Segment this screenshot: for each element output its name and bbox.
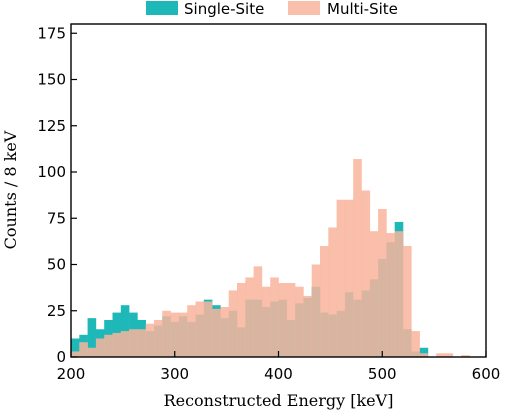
x-tick-label: 400	[264, 365, 293, 383]
x-tick-label: 300	[160, 365, 189, 383]
bar-multi-site-24	[270, 277, 279, 357]
y-axis: 0 25 50 75 100 125 150 175	[37, 24, 77, 366]
bar-multi-site-33	[344, 199, 354, 357]
series-multi-site	[71, 159, 470, 357]
legend: Single-Site Multi-Site	[146, 0, 398, 18]
y-tick-label: 125	[37, 117, 66, 135]
bar-multi-site-44	[436, 353, 445, 357]
bar-multi-site-6	[120, 331, 130, 357]
bar-multi-site-25	[278, 283, 288, 357]
legend-label-single-site: Single-Site	[184, 0, 264, 18]
bar-multi-site-1	[79, 342, 88, 357]
bar-multi-site-39	[394, 231, 404, 357]
bar-multi-site-17	[212, 308, 221, 357]
legend-swatch-multi-site	[288, 1, 320, 15]
bar-multi-site-19	[228, 290, 238, 357]
bar-multi-site-27	[295, 286, 304, 357]
bar-single-site-0	[71, 338, 80, 357]
bar-multi-site-2	[87, 347, 97, 357]
bar-multi-site-35	[361, 190, 371, 357]
y-tick-label: 50	[47, 256, 66, 274]
bar-multi-site-15	[195, 301, 205, 357]
bar-multi-site-22	[253, 266, 263, 357]
legend-swatch-single-site	[146, 1, 178, 15]
bar-multi-site-8	[137, 329, 146, 357]
bar-multi-site-9	[145, 323, 155, 357]
bar-single-site-42	[419, 347, 429, 357]
y-tick-label: 25	[47, 302, 66, 320]
bar-multi-site-14	[187, 305, 196, 357]
y-tick-label: 150	[37, 71, 66, 89]
bar-multi-site-0	[71, 351, 80, 357]
plot-area	[71, 159, 470, 357]
bar-multi-site-37	[378, 209, 387, 357]
bar-multi-site-47	[461, 355, 470, 357]
y-tick-label: 100	[37, 163, 66, 181]
x-tick-label: 600	[472, 365, 501, 383]
bar-multi-site-10	[154, 320, 163, 357]
bar-multi-site-12	[170, 312, 180, 357]
bar-multi-site-21	[245, 277, 254, 357]
bar-multi-site-18	[220, 307, 229, 357]
bar-multi-site-31	[328, 227, 337, 357]
bar-multi-site-4	[104, 334, 113, 357]
y-tick-label: 75	[47, 209, 66, 227]
bar-multi-site-7	[129, 329, 138, 357]
bar-multi-site-45	[444, 353, 454, 357]
bar-multi-site-34	[353, 159, 362, 357]
y-tick-label: 175	[37, 24, 66, 42]
bar-multi-site-11	[162, 310, 171, 357]
x-tick-label: 500	[368, 365, 397, 383]
bar-multi-site-23	[261, 286, 271, 357]
bar-multi-site-29	[311, 264, 321, 357]
x-axis-label: Reconstructed Energy [keV]	[164, 391, 394, 410]
bar-multi-site-32	[336, 199, 346, 357]
bar-multi-site-42	[419, 353, 429, 357]
bar-multi-site-26	[286, 283, 296, 357]
legend-label-multi-site: Multi-Site	[327, 0, 398, 18]
bar-multi-site-41	[411, 331, 420, 357]
bar-multi-site-3	[95, 338, 105, 357]
bar-multi-site-16	[203, 301, 213, 357]
x-axis: 200 300 400 500 600	[57, 351, 501, 383]
x-tick-label: 200	[57, 365, 86, 383]
bar-multi-site-36	[369, 231, 379, 357]
y-axis-label: Counts / 8 keV	[1, 130, 20, 249]
bar-multi-site-13	[178, 312, 188, 357]
bar-multi-site-38	[386, 233, 395, 357]
bar-multi-site-28	[303, 295, 312, 357]
bar-multi-site-40	[403, 246, 412, 357]
bar-multi-site-20	[237, 283, 246, 357]
y-tick-label: 0	[56, 348, 66, 366]
bar-multi-site-5	[112, 332, 122, 357]
bar-single-site-2	[87, 318, 97, 357]
bar-multi-site-30	[320, 246, 329, 357]
